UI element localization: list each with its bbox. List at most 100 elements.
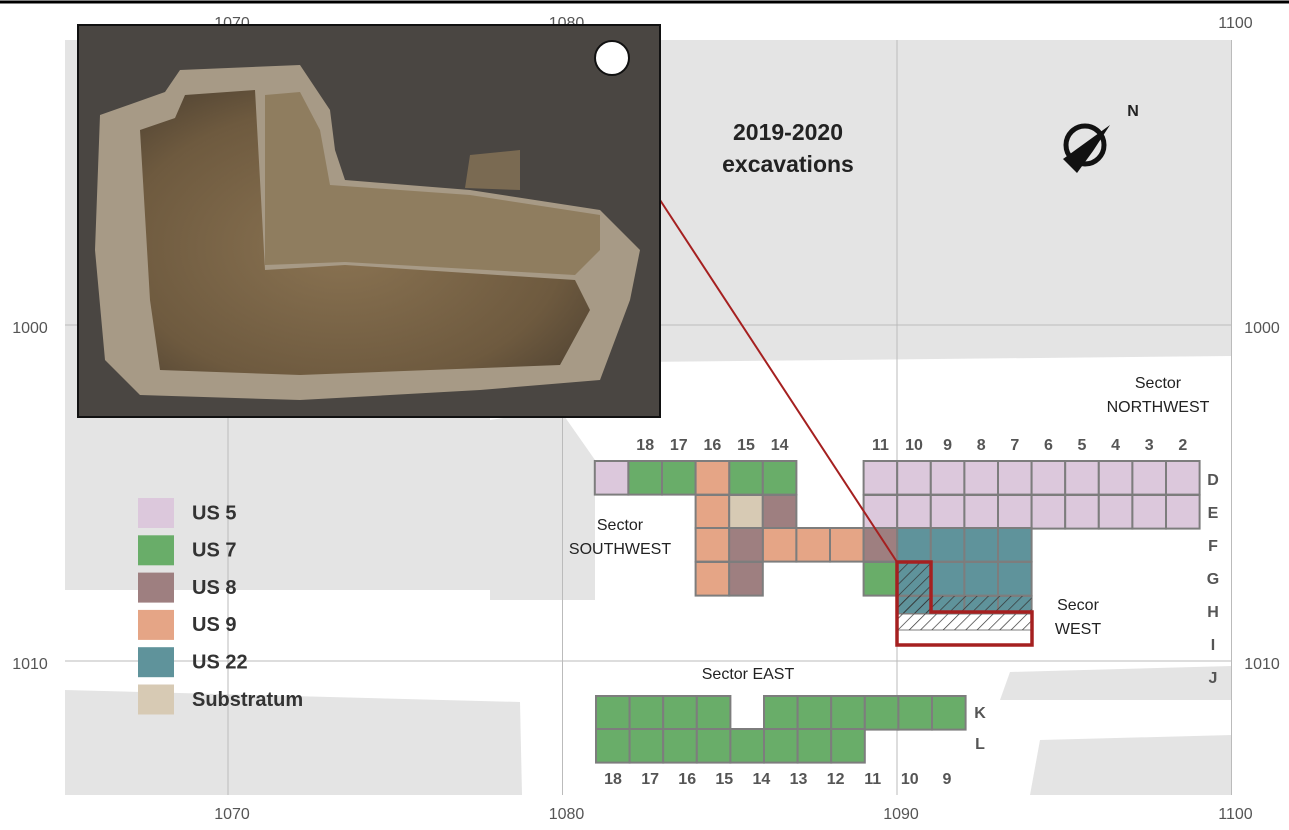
grid-square (662, 461, 696, 495)
column-label: 7 (1010, 437, 1019, 454)
grid-square (864, 461, 898, 495)
grid-square (964, 495, 998, 529)
row-label: F (1208, 538, 1218, 555)
legend-swatch (138, 498, 174, 528)
row-label: H (1207, 604, 1219, 621)
column-label: 12 (827, 771, 845, 788)
grid-square (830, 528, 864, 562)
row-label: G (1207, 571, 1219, 588)
grid-square (696, 562, 730, 596)
grid-square (697, 729, 731, 763)
column-label: 10 (901, 771, 919, 788)
column-label: 5 (1078, 437, 1087, 454)
inset-photo (78, 25, 660, 417)
grid-square (796, 528, 830, 562)
grid-square (931, 528, 965, 562)
column-label: 18 (604, 771, 622, 788)
photo-fragment (465, 150, 520, 190)
grid-square (931, 461, 965, 495)
x-axis-label: 1080 (549, 806, 585, 823)
grid-square (1099, 461, 1133, 495)
sector-label: SOUTHWEST (569, 541, 671, 558)
grid-square (897, 528, 931, 562)
column-label: 13 (790, 771, 808, 788)
legend-label: Substratum (192, 689, 303, 711)
grid-square (696, 528, 730, 562)
legend-swatch (138, 535, 174, 565)
compass-label: N (1127, 103, 1139, 120)
row-label: D (1207, 472, 1219, 489)
grid-square (831, 729, 865, 763)
column-label: 4 (1111, 437, 1120, 454)
grid-square (1166, 495, 1200, 529)
hatch-area (897, 614, 1031, 630)
legend-label: US 8 (192, 577, 236, 599)
grid-square (763, 528, 797, 562)
column-label: 11 (872, 437, 889, 454)
column-label: 3 (1145, 437, 1154, 454)
grid-square (1032, 495, 1066, 529)
sector-label: WEST (1055, 621, 1101, 638)
grid-square (697, 696, 731, 730)
map-title: 2019-2020 (733, 119, 843, 145)
grid-square (931, 562, 965, 596)
grid-square (1166, 461, 1200, 495)
y-axis-label: 1000 (12, 320, 48, 337)
grid-square (897, 461, 931, 495)
grid-square (1099, 495, 1133, 529)
grid-square (729, 562, 763, 596)
row-label: K (974, 705, 986, 722)
grid-square (663, 729, 697, 763)
x-axis-label: 1090 (883, 806, 919, 823)
y-axis-label: 1010 (1244, 656, 1280, 673)
grid-square (696, 461, 730, 495)
sector-label: Sector (597, 517, 644, 534)
legend-label: US 7 (192, 540, 236, 562)
grid-square (764, 729, 798, 763)
excavation-map: 1070108011001070108010901100100010101000… (0, 0, 1289, 830)
grid-square (764, 696, 798, 730)
grid-square (1132, 495, 1166, 529)
legend-swatch (138, 647, 174, 677)
grid-square (964, 528, 998, 562)
legend-label: US 9 (192, 614, 236, 636)
column-label: 10 (905, 437, 923, 454)
ground-area (1030, 735, 1232, 795)
column-label: 6 (1044, 437, 1053, 454)
legend-swatch (138, 573, 174, 603)
grid-square (897, 495, 931, 529)
inset-badge (595, 41, 629, 75)
column-label: 15 (715, 771, 733, 788)
grid-square (998, 461, 1032, 495)
grid-square (729, 495, 763, 529)
x-axis-label: 1070 (214, 806, 250, 823)
grid-square (730, 729, 764, 763)
sector-label: Sector EAST (702, 666, 795, 683)
column-label: 8 (977, 437, 986, 454)
grid-square (798, 696, 832, 730)
legend-swatch (138, 610, 174, 640)
x-axis-label: 1100 (1218, 806, 1253, 823)
grid-square (931, 495, 965, 529)
grid-square (864, 528, 898, 562)
map-title: excavations (722, 151, 854, 177)
column-label: 14 (771, 437, 789, 454)
grid-square (831, 696, 865, 730)
sector-label: Sector (1135, 375, 1182, 392)
grid-square (763, 495, 797, 529)
legend-label: US 22 (192, 651, 248, 673)
grid-square (932, 696, 966, 730)
grid-square (763, 461, 797, 495)
grid-square (628, 461, 662, 495)
column-label: 11 (864, 771, 881, 788)
column-label: 17 (670, 437, 688, 454)
legend-swatch (138, 685, 174, 715)
y-axis-label: 1000 (1244, 320, 1280, 337)
grid-square (964, 562, 998, 596)
grid-square (998, 495, 1032, 529)
grid-square (865, 696, 899, 730)
row-label: L (975, 736, 985, 753)
y-axis-label: 1010 (12, 656, 48, 673)
column-label: 9 (942, 771, 951, 788)
column-label: 15 (737, 437, 755, 454)
